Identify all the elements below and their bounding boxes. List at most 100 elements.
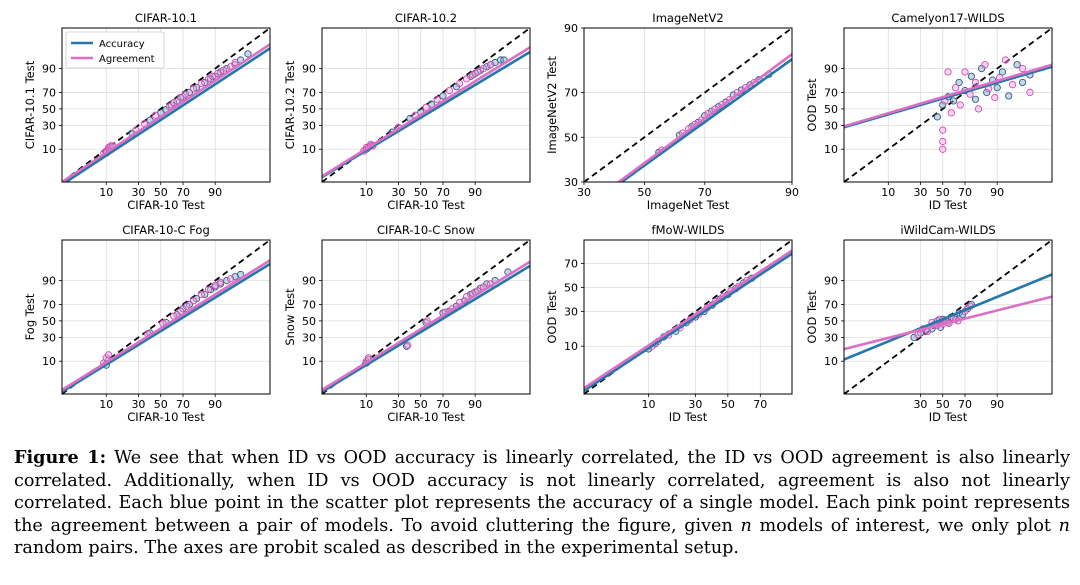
y-tick-label: 30 xyxy=(564,306,578,319)
plot-content xyxy=(322,240,530,394)
agreement-point xyxy=(219,66,228,74)
y-tick-label: 50 xyxy=(302,315,316,328)
y-tick-label: 30 xyxy=(42,331,56,344)
agreement-point xyxy=(151,111,159,119)
x-tick-label: 90 xyxy=(468,186,482,199)
chart-panel-8: 30 50 70 90 10 30 50 70 90 iWildCam-WILDS ID Test O… xyxy=(805,223,1053,424)
accuracy-fit-line xyxy=(619,58,792,182)
agreement-point xyxy=(216,278,225,286)
agreement-fit-line xyxy=(62,43,270,182)
agreement-fit-line xyxy=(322,46,530,178)
y-tick-label: 90 xyxy=(42,275,56,288)
agreement-fit-line xyxy=(844,295,1052,351)
agreement-point xyxy=(211,281,219,290)
agreement-point xyxy=(486,61,495,69)
chart-panel-4: 10 30 50 70 90 10 30 50 70 90 Camelyon17-WILDS ID T… xyxy=(805,11,1053,212)
y-tick-label: 90 xyxy=(302,275,316,288)
chart-panel-7: 10 30 50 70 10 30 50 70 fMoW-WILDS ID Test OOD Tes… xyxy=(545,223,793,424)
accuracy-point xyxy=(1005,92,1013,100)
legend-accuracy-label: Accuracy xyxy=(99,39,145,50)
y-tick-label: 30 xyxy=(824,119,838,132)
agreement-fit-line xyxy=(844,63,1052,128)
x-tick-label: 70 xyxy=(176,398,190,411)
y-tick-label: 70 xyxy=(564,87,578,100)
x-tick-label: 10 xyxy=(359,186,373,199)
plot-content xyxy=(62,28,270,182)
plot-frame xyxy=(321,239,531,395)
x-tick-label: 30 xyxy=(391,186,405,199)
y-tick-label: 50 xyxy=(564,131,578,144)
y-tick-label: 50 xyxy=(564,282,578,295)
agreement-point xyxy=(971,78,980,87)
agreement-fit-line xyxy=(616,53,792,182)
accuracy-point xyxy=(983,88,991,97)
accuracy-point xyxy=(993,84,1001,92)
chart-legend: Accuracy Agreement xyxy=(65,31,165,69)
figure-caption: Figure 1: We see that when ID vs OOD acc… xyxy=(14,447,1070,560)
chart-title: iWildCam-WILDS xyxy=(900,223,995,237)
agreement-point xyxy=(952,84,960,92)
chart-panel-5: 10 30 50 70 90 10 30 50 70 90 CIFAR-10-C Fog CIFAR-… xyxy=(23,223,271,424)
x-tick-label: 10 xyxy=(881,186,895,199)
x-tick-label: 90 xyxy=(208,398,222,411)
y-axis-label: ImageNetV2 Test xyxy=(545,56,559,154)
x-tick-label: 70 xyxy=(958,186,972,199)
agreement-point xyxy=(474,68,482,76)
x-tick-label: 70 xyxy=(436,186,450,199)
y-tick-label: 90 xyxy=(42,63,56,76)
chart-panel-1: 10 30 50 70 90 10 30 50 70 90 CIFAR-10.1 CIFAR-10 T… xyxy=(23,11,271,212)
agreement-fit-line xyxy=(584,249,792,390)
y-axis-label: Snow Test xyxy=(283,288,297,346)
agreement-point xyxy=(947,109,955,117)
caption-text-3: random pairs. The axes are probit scaled… xyxy=(14,538,740,559)
y-tick-label: 50 xyxy=(42,103,56,116)
plot-frame xyxy=(321,27,531,183)
agreement-point xyxy=(1018,64,1027,73)
caption-text-1: We see that when ID vs OOD accuracy is l… xyxy=(14,448,1071,536)
plot-frame xyxy=(583,239,793,395)
accuracy-fit-line xyxy=(322,264,530,393)
plot-frame xyxy=(583,27,793,183)
x-tick-label: 50 xyxy=(936,186,950,199)
chart-title: CIFAR-10.1 xyxy=(135,11,197,25)
plot-content xyxy=(584,240,792,394)
plot-content xyxy=(322,28,530,182)
y-tick-label: 50 xyxy=(824,315,838,328)
accuracy-fit-line xyxy=(584,252,792,392)
x-tick-label: 30 xyxy=(131,398,145,411)
x-axis-label: CIFAR-10 Test xyxy=(387,198,465,212)
x-tick-label: 90 xyxy=(208,186,222,199)
y-tick-label: 70 xyxy=(824,86,838,99)
x-axis-label: CIFAR-10 Test xyxy=(127,410,205,424)
x-tick-label: 90 xyxy=(468,398,482,411)
agreement-point xyxy=(204,286,213,294)
caption-n-2: n xyxy=(1058,515,1070,536)
x-tick-label: 90 xyxy=(990,186,1004,199)
agreement-point xyxy=(183,302,191,310)
agreement-fit-line xyxy=(62,259,270,392)
identity-diagonal xyxy=(584,28,792,182)
accuracy-point xyxy=(949,97,958,105)
accuracy-point xyxy=(244,50,252,58)
x-axis-label: CIFAR-10 Test xyxy=(387,410,465,424)
accuracy-point xyxy=(933,113,941,121)
agreement-point xyxy=(226,275,235,283)
x-tick-label: 30 xyxy=(688,398,702,411)
y-tick-label: 70 xyxy=(42,298,56,311)
plot-content xyxy=(844,240,1052,394)
agreement-point xyxy=(197,79,205,88)
caption-text-2: models of interest, we only plot xyxy=(751,515,1059,536)
accuracy-point xyxy=(998,68,1007,76)
agreement-point xyxy=(456,79,464,88)
agreement-point xyxy=(991,94,999,102)
agreement-point xyxy=(939,126,947,134)
x-tick-label: 90 xyxy=(990,398,1004,411)
x-tick-label: 30 xyxy=(577,186,591,199)
agreement-point xyxy=(181,90,190,98)
identity-diagonal xyxy=(62,28,270,182)
x-tick-label: 70 xyxy=(176,186,190,199)
y-tick-label: 10 xyxy=(302,143,316,156)
x-tick-label: 90 xyxy=(785,186,799,199)
chart-title: CIFAR-10-C Snow xyxy=(377,223,475,237)
y-tick-label: 30 xyxy=(302,119,316,132)
